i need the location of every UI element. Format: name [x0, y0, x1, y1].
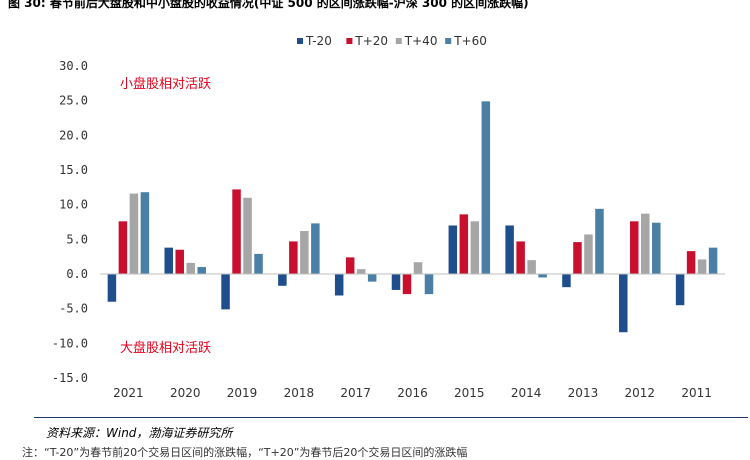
x-tick-label: 2016 [397, 386, 428, 400]
bar-tminus20-2021 [107, 274, 117, 302]
y-axis: 30.0 25.0 20.0 15.0 10.0 5.0 0.0 -5.0 -10.0 -15.0 [52, 59, 88, 385]
x-tick-label: 2012 [624, 386, 655, 400]
x-tick-label: 2011 [681, 386, 712, 400]
bar-tplus20-2011 [686, 251, 696, 274]
bar-tplus60-2020 [197, 267, 206, 274]
x-axis: 2021 2020 2019 2018 2017 2016 2015 2014 2013 2012… [100, 273, 725, 400]
bar-tminus20-2020 [164, 247, 173, 274]
x-tick-label: 2020 [170, 386, 201, 400]
bar-tplus60-2014 [538, 274, 547, 278]
y-tick-label: -15.0 [52, 371, 88, 385]
x-tick-label: 2018 [284, 386, 315, 400]
bar-tplus60-2019 [254, 253, 263, 274]
bar-tminus20-2014 [505, 225, 514, 274]
x-tick-label: 2014 [511, 386, 542, 400]
legend-swatch [395, 38, 402, 44]
bar-tplus20-2014 [516, 241, 525, 274]
bar-tminus20-2012 [619, 274, 628, 333]
x-tick-label: 2019 [227, 386, 258, 400]
bar-tminus20-2011 [675, 274, 685, 306]
bar-tplus20-2016 [402, 274, 412, 295]
y-tick-label: -5.0 [59, 302, 88, 316]
y-tick-label: 30.0 [59, 59, 88, 73]
legend-swatch [346, 38, 353, 44]
y-tick-label: 25.0 [59, 94, 88, 108]
bars [107, 101, 718, 333]
bar-chart: T-20 T+20 T+40 T+60 30.0 25.0 20.0 15.0 10.0 5.0… [52, 34, 725, 400]
bar-tminus20-2013 [562, 274, 571, 288]
bar-tplus60-2017 [367, 274, 377, 282]
annotation-small-cap: 小盘股相对活跃 [120, 76, 211, 92]
divider [34, 417, 748, 418]
bar-tplus20-2020 [175, 249, 184, 274]
bar-tplus40-2018 [300, 231, 309, 274]
legend-swatch [445, 38, 452, 44]
bar-tplus60-2015 [481, 101, 491, 274]
bar-tplus20-2012 [630, 221, 639, 274]
x-tick-label: 2013 [568, 386, 599, 400]
y-tick-label: -10.0 [52, 336, 88, 350]
bar-tplus60-2021 [140, 192, 150, 274]
legend-swatch [297, 38, 303, 44]
x-tick-label: 2015 [454, 386, 485, 400]
y-tick-label: 10.0 [59, 198, 88, 212]
bar-tplus20-2018 [289, 241, 298, 274]
legend-label: T+60 [453, 34, 487, 48]
y-tick-label: 15.0 [59, 163, 88, 177]
bar-tplus40-2017 [356, 269, 366, 274]
bar-tplus40-2013 [584, 234, 593, 274]
legend: T-20 T+20 T+40 T+60 [297, 34, 487, 48]
annotation-large-cap: 大盘股相对活跃 [120, 340, 211, 356]
bar-tplus20-2013 [573, 242, 582, 274]
bar-tminus20-2018 [278, 274, 287, 286]
legend-label: T+20 [354, 34, 388, 48]
footnote: 注：“T-20”为春节前20个交易日区间的涨跌幅，“T+20”为春节后20个交易… [22, 446, 468, 459]
bar-tminus20-2015 [448, 225, 458, 274]
bar-tplus40-2012 [641, 213, 650, 274]
y-tick-label: 5.0 [66, 232, 88, 246]
bar-tplus60-2013 [595, 208, 604, 274]
x-tick-label: 2021 [113, 386, 144, 400]
y-tick-label: 0.0 [66, 267, 88, 281]
y-tick-label: 20.0 [59, 128, 88, 142]
bar-tplus40-2020 [186, 262, 195, 274]
x-tick-label: 2017 [340, 386, 371, 400]
source-note: 资料来源：Wind，渤海证券研究所 [46, 426, 233, 440]
bar-tplus20-2021 [118, 221, 128, 274]
bar-tminus20-2016 [391, 274, 401, 290]
bar-tplus40-2011 [697, 259, 707, 274]
bar-tplus60-2016 [424, 274, 434, 295]
bar-tplus60-2012 [652, 222, 661, 274]
legend-label: T+40 [404, 34, 438, 48]
bar-tplus20-2019 [232, 189, 241, 274]
figure-title: 图 30: 春节前后大盘股和中小盘股的收益情况(中证 500 的区间涨跌幅-沪深… [8, 0, 529, 10]
bar-tplus20-2017 [345, 257, 355, 274]
legend-label: T-20 [305, 34, 332, 48]
bar-tminus20-2017 [334, 274, 344, 296]
bar-tplus60-2011 [708, 247, 718, 274]
bar-tminus20-2019 [221, 274, 230, 310]
bar-tplus20-2015 [459, 214, 469, 274]
bar-tplus40-2019 [243, 197, 252, 274]
bar-tplus60-2018 [311, 223, 320, 274]
bar-tplus40-2016 [413, 262, 423, 274]
bar-tplus40-2021 [129, 193, 139, 274]
bar-tplus40-2014 [527, 260, 536, 274]
bar-tplus40-2015 [470, 221, 480, 274]
